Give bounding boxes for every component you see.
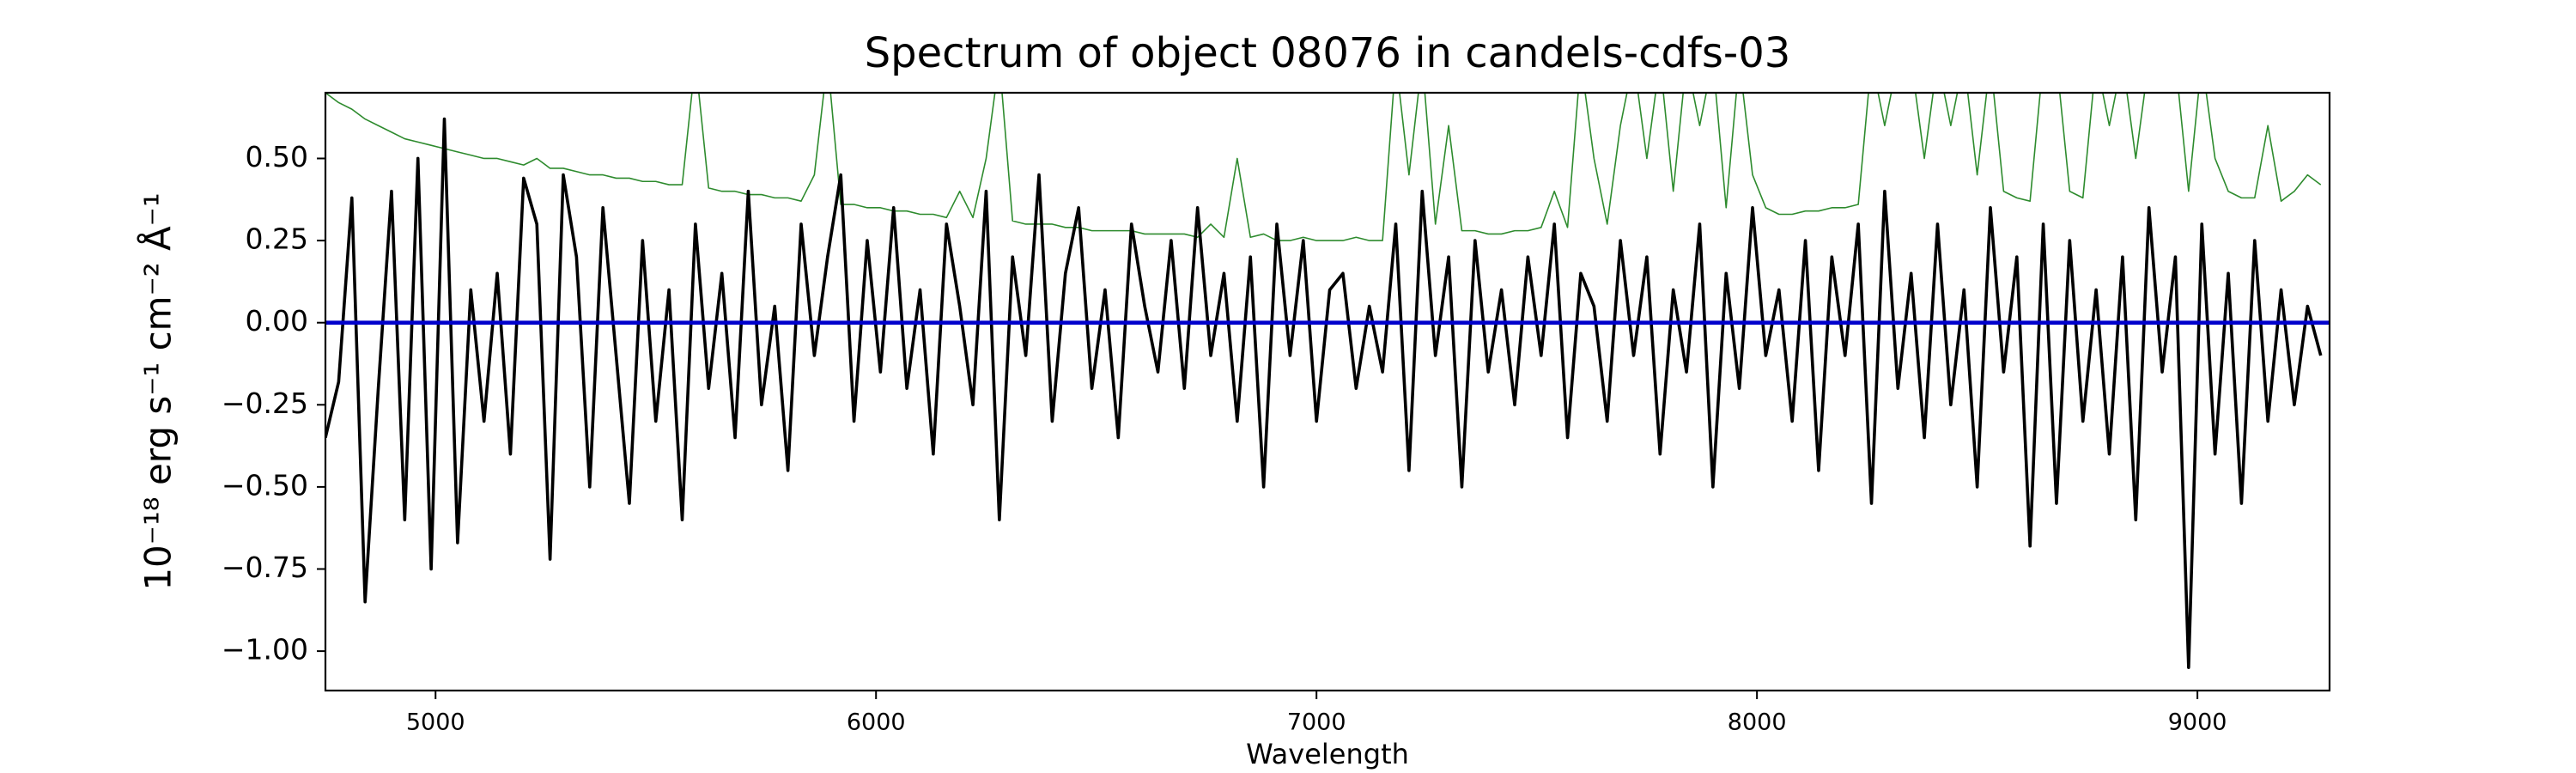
x-tick-label: 5000 [406, 709, 465, 736]
spectrum-line [325, 93, 2322, 241]
y-tick-label: −0.75 [222, 551, 308, 584]
x-tick-label: 9000 [2168, 709, 2227, 736]
y-tick-label: 0.25 [246, 222, 308, 256]
x-axis-label: Wavelength [1246, 738, 1409, 770]
y-axis-label: 10⁻¹⁸ erg s⁻¹ cm⁻² Å⁻¹ [137, 192, 179, 590]
x-tick-label: 8000 [1728, 709, 1787, 736]
axes-frame [324, 91, 2331, 692]
chart-title: Spectrum of object 08076 in candels-cdfs… [865, 29, 1791, 77]
y-tick-label: −0.50 [222, 468, 308, 502]
plot-area [325, 93, 2330, 670]
x-tick-label: 7000 [1287, 709, 1346, 736]
x-tick-label: 6000 [847, 709, 906, 736]
spectrum-line [325, 117, 2323, 670]
y-tick-label: −1.00 [222, 633, 308, 666]
y-tick-label: 0.00 [246, 304, 308, 338]
y-tick-label: 0.50 [246, 140, 308, 173]
y-tick-label: −0.25 [222, 386, 308, 420]
